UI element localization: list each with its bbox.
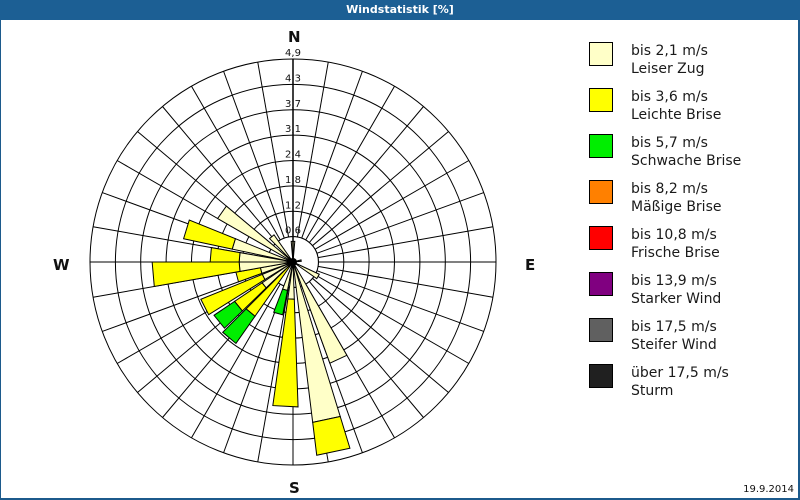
compass-east: E: [525, 256, 536, 274]
legend-swatch: [589, 88, 613, 112]
radial-tick-label: 2,4: [285, 150, 301, 161]
compass-south: S: [289, 479, 300, 497]
wind-sector: [268, 234, 294, 263]
legend-label: bis 5,7 m/s Schwache Brise: [631, 135, 742, 169]
legend-label: bis 8,2 m/s Mäßige Brise: [631, 181, 722, 215]
wind-sector: [292, 261, 320, 280]
wind-sector: [292, 261, 348, 364]
legend-swatch: [589, 318, 613, 342]
wind-sector: [151, 261, 241, 288]
wind-sector: [209, 247, 241, 263]
legend-swatch: [589, 180, 613, 204]
radial-tick-label: 4,3: [285, 73, 301, 84]
wind-sector: [216, 205, 294, 263]
chart-panel: [1, 20, 798, 498]
wind-sector: [213, 300, 244, 329]
wind-sector: [221, 308, 256, 345]
compass-west: W: [53, 256, 70, 274]
legend-label: bis 3,6 m/s Leichte Brise: [631, 89, 722, 123]
radial-tick-label: 3,1: [285, 124, 301, 135]
legend-label: über 17,5 m/s Sturm: [631, 365, 729, 399]
radial-tick-label: 4,9: [285, 48, 301, 59]
legend-swatch: [589, 134, 613, 158]
legend-swatch: [589, 42, 613, 66]
radial-tick-label: 0,6: [285, 226, 301, 237]
legend-swatch: [589, 364, 613, 388]
wind-sector: [312, 415, 351, 456]
legend-swatch: [589, 272, 613, 296]
legend-swatch: [589, 226, 613, 250]
wind-sector: [200, 273, 266, 316]
compass-north: N: [288, 28, 301, 46]
legend-label: bis 10,8 m/s Frische Brise: [631, 227, 720, 261]
wind-sector: [182, 219, 236, 250]
radial-tick-label: 1,8: [285, 175, 301, 186]
chart-title: Windstatistik [%]: [0, 0, 800, 20]
legend-label: bis 17,5 m/s Steifer Wind: [631, 319, 717, 353]
wind-sector: [273, 288, 289, 316]
wind-sector: [272, 298, 299, 408]
radial-tick-label: 3,7: [285, 99, 301, 110]
radial-tick-label: 1,2: [285, 200, 301, 211]
date-label: 19.9.2014: [743, 484, 794, 495]
legend-label: bis 13,9 m/s Starker Wind: [631, 273, 722, 307]
legend-label: bis 2,1 m/s Leiser Zug: [631, 43, 708, 77]
